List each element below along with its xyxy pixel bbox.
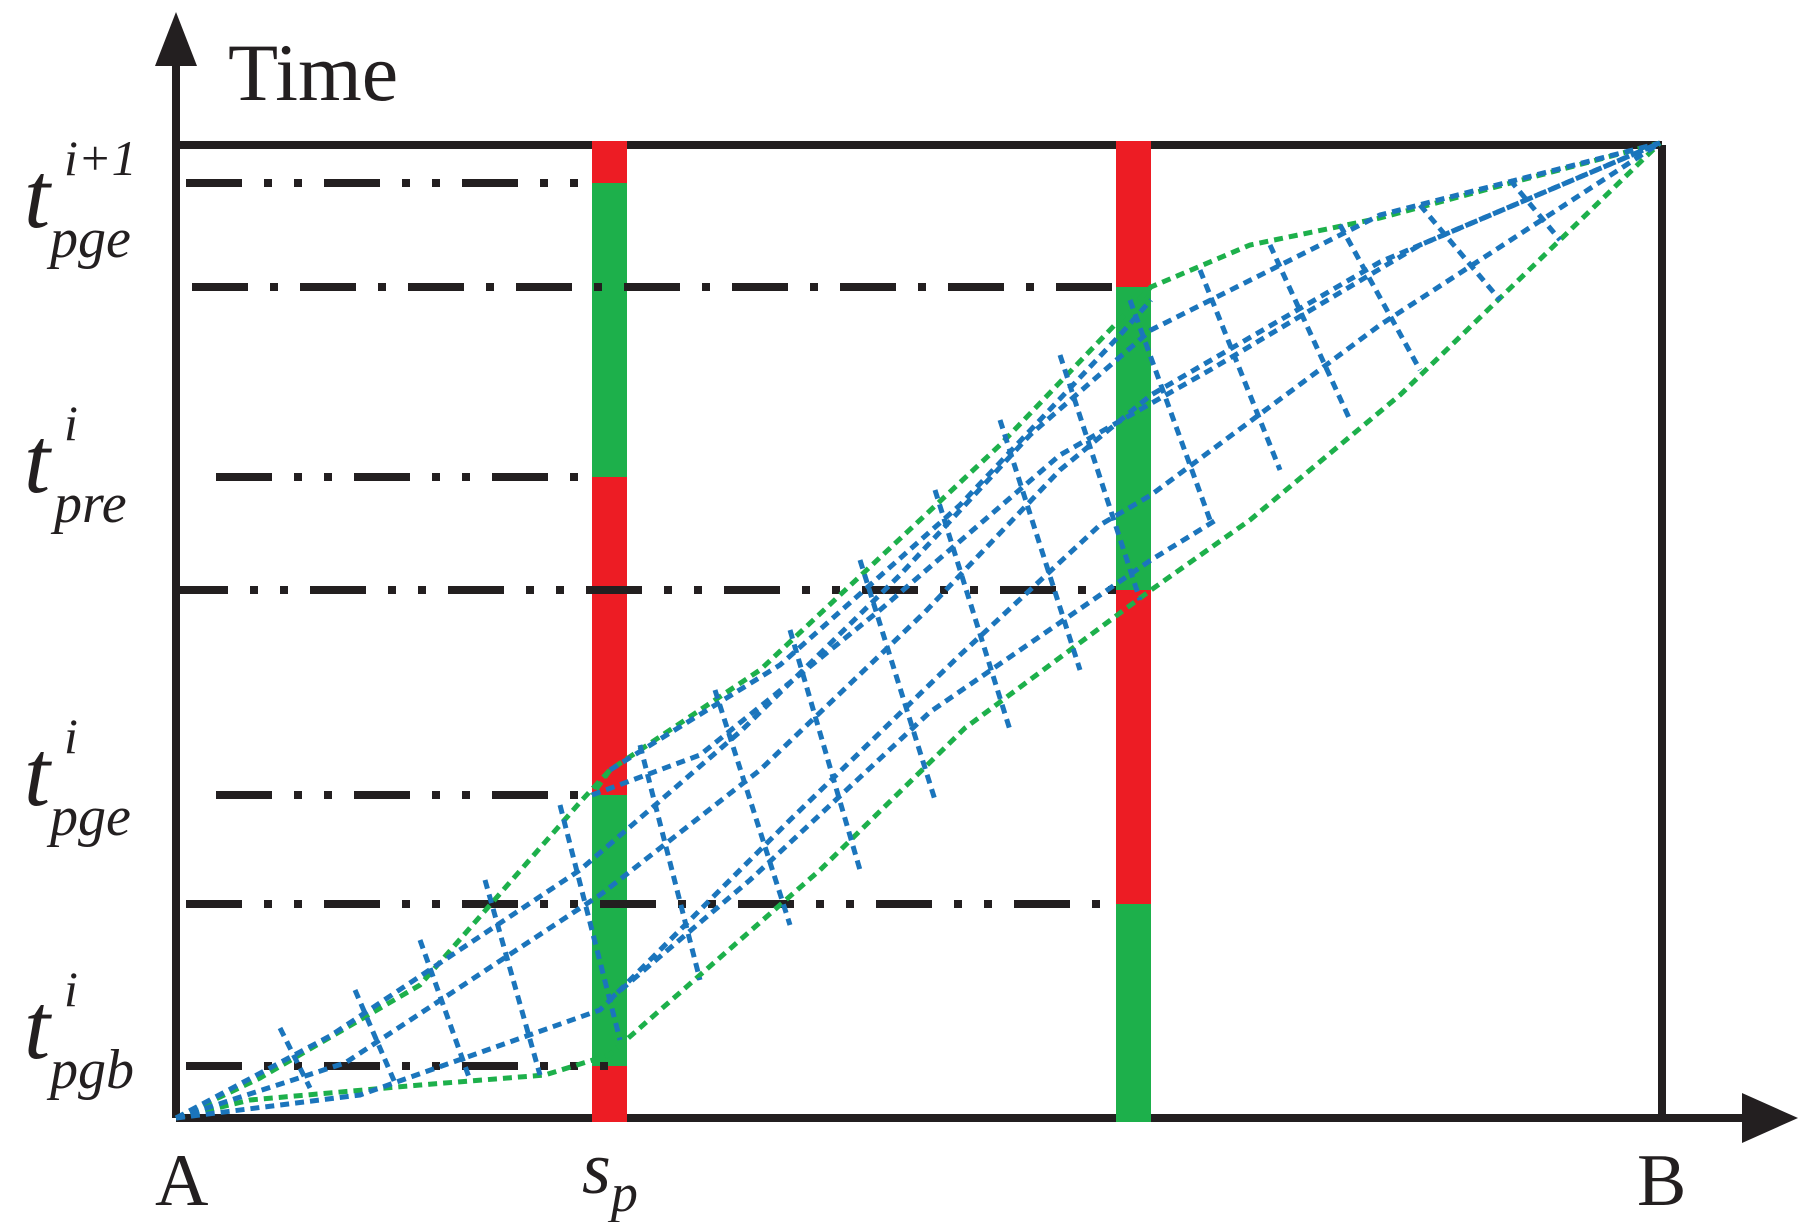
cross-line (1057, 354, 1143, 601)
time-label-pre: t i pre (24, 395, 127, 535)
position-label: sp (582, 1128, 638, 1222)
cross-line (1127, 299, 1213, 521)
y-axis-arrow (155, 12, 197, 66)
trajectory-line (174, 140, 1661, 1121)
signal-bar-sp (592, 141, 627, 1122)
reference-lines (172, 179, 1116, 1070)
cross-line (482, 879, 543, 1076)
time-label-main: t (24, 409, 52, 513)
y-axis-label: Time (228, 27, 398, 118)
envelope-notch (589, 768, 613, 797)
trajectory-envelope (174, 140, 1662, 1121)
signal-bar-downstream (1116, 141, 1151, 1122)
cross-line (1337, 223, 1423, 372)
time-label-pge: t i pge (24, 708, 131, 848)
origin-label: A (155, 1140, 208, 1222)
red-phase (1116, 141, 1151, 287)
time-label-sub: pre (50, 473, 127, 535)
cross-line (1267, 243, 1353, 422)
cross-line (712, 689, 793, 926)
cross-line (1418, 203, 1502, 302)
axes (172, 30, 1745, 1122)
time-label-sup: i (64, 395, 78, 451)
green-phase (1116, 904, 1151, 1122)
cross-line (277, 1026, 313, 1090)
cross-line (932, 489, 1013, 731)
time-label-sub: pge (46, 786, 131, 848)
red-phase (1116, 590, 1151, 904)
time-label-main: t (24, 722, 52, 826)
cross-line (557, 804, 623, 1041)
time-label-pgb: t i pgb (24, 961, 134, 1101)
time-label-pge-next: t i+1 pge (24, 130, 137, 270)
red-phase (592, 141, 627, 183)
green-phase (592, 795, 627, 1066)
cross-line (637, 744, 703, 981)
cross-line (417, 939, 473, 1081)
time-label-sub: pge (46, 208, 131, 270)
trajectory-line (175, 140, 1662, 1121)
cross-line (997, 419, 1083, 671)
trajectory-cross-mesh (277, 178, 1562, 1090)
time-label-sub: pgb (46, 1039, 134, 1101)
cross-line (857, 559, 938, 801)
red-phase (592, 477, 627, 795)
position-label-main: s (582, 1128, 611, 1210)
trajectory-line (608, 298, 1153, 773)
position-label-sub: p (607, 1163, 638, 1222)
time-label-sup: i (64, 961, 78, 1017)
cross-line (352, 989, 398, 1084)
trajectory-mesh (174, 140, 1662, 1121)
envelope-lower (175, 141, 1662, 1121)
cross-line (787, 629, 863, 871)
cross-line (1508, 178, 1562, 242)
red-phase (592, 1066, 627, 1122)
time-label-sup: i+1 (64, 130, 137, 186)
x-axis-arrow (1742, 1093, 1798, 1143)
envelope-upper (174, 140, 1661, 1121)
cross-line (1197, 269, 1283, 471)
end-label: B (1637, 1140, 1686, 1222)
time-label-sup: i (64, 708, 78, 764)
green-phase (592, 183, 627, 477)
time-label-main: t (24, 144, 52, 248)
time-label-main: t (24, 975, 52, 1079)
trajectory-line (607, 517, 1218, 1002)
